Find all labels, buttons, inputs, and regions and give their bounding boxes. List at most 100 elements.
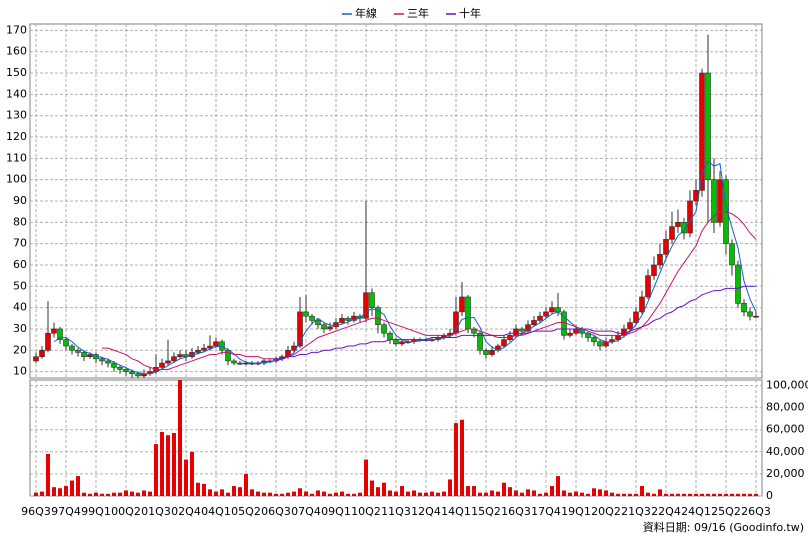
x-tick-label: 21Q3 xyxy=(621,505,651,518)
candle-body xyxy=(729,243,735,266)
x-tick-label: 25Q2 xyxy=(711,505,741,518)
x-tick-label: 24Q1 xyxy=(681,505,711,518)
candle-body xyxy=(123,369,129,372)
volume-bar xyxy=(424,492,428,496)
candle-body xyxy=(363,292,369,319)
volume-bar xyxy=(634,493,638,496)
candle-body xyxy=(225,349,231,362)
y-tick-label: 50 xyxy=(13,279,27,292)
candle-body xyxy=(177,354,183,357)
x-tick-label: 04Q1 xyxy=(201,505,231,518)
candle-body xyxy=(327,326,333,330)
volume-bar xyxy=(640,486,644,496)
volume-bar xyxy=(484,492,488,496)
candle-body xyxy=(33,356,39,362)
volume-bar xyxy=(136,492,140,496)
x-tick-label: 02Q4 xyxy=(171,505,201,518)
volume-bar xyxy=(190,451,194,496)
candle-body xyxy=(669,226,675,240)
x-tick-label: 99Q1 xyxy=(81,505,111,518)
volume-bar xyxy=(682,493,686,496)
candle-body xyxy=(87,354,93,357)
candle-body xyxy=(627,322,633,330)
volume-bar xyxy=(58,488,62,496)
volume-bar xyxy=(256,491,260,496)
y2-tick-label: 20,000 xyxy=(766,467,805,480)
volume-bar xyxy=(274,493,278,496)
volume-bar xyxy=(658,489,662,496)
candle-body xyxy=(549,307,555,313)
candle-body xyxy=(651,264,657,276)
volume-bar xyxy=(82,492,86,496)
candle-body xyxy=(747,311,753,317)
volume-bar xyxy=(646,492,650,496)
candle-body xyxy=(129,371,135,375)
candle-body xyxy=(567,332,573,336)
volume-bar xyxy=(460,419,464,496)
candle-body xyxy=(351,315,357,321)
y-tick-label: 130 xyxy=(6,109,27,122)
candle-body xyxy=(57,328,63,340)
x-tick-label: 16Q3 xyxy=(501,505,531,518)
candle-body xyxy=(39,349,45,357)
volume-bar xyxy=(406,491,410,496)
ma-line xyxy=(102,211,757,370)
volume-bar xyxy=(622,493,626,496)
volume-bar xyxy=(748,493,752,496)
volume-bar xyxy=(700,493,704,496)
y2-tick-label: 40,000 xyxy=(766,445,805,458)
candle-body xyxy=(597,341,603,347)
candle-body xyxy=(201,347,207,351)
candle-body xyxy=(645,275,651,298)
volume-bar xyxy=(574,491,578,496)
candle-body xyxy=(717,179,723,223)
volume-bar xyxy=(490,490,494,496)
volume-bar xyxy=(508,487,512,496)
volume-bar xyxy=(610,492,614,496)
volume-bar xyxy=(250,489,254,496)
volume-bar xyxy=(52,487,56,496)
candle-body xyxy=(339,317,345,323)
volume-bar xyxy=(352,493,356,496)
y-tick-label: 120 xyxy=(6,130,27,143)
y2-tick-label: 60,000 xyxy=(766,423,805,436)
x-tick-label: 26Q3 xyxy=(741,505,771,518)
candle-body xyxy=(711,179,717,223)
volume-bar xyxy=(532,490,536,496)
candle-body xyxy=(663,239,669,255)
y-tick-label: 20 xyxy=(13,343,27,356)
volume-bar xyxy=(556,476,560,496)
candle-body xyxy=(63,339,69,347)
volume-bar xyxy=(94,492,98,496)
volume-bar xyxy=(712,493,716,496)
candle-body xyxy=(633,311,639,323)
x-tick-label: 96Q3 xyxy=(21,505,51,518)
candle-body xyxy=(537,315,543,321)
volume-bar xyxy=(178,380,182,496)
candle-body xyxy=(105,360,111,364)
volume-bar xyxy=(166,435,170,496)
volume-bar xyxy=(148,491,152,496)
x-tick-label: 00Q2 xyxy=(111,505,141,518)
volume-bar xyxy=(754,493,758,496)
volume-bar xyxy=(502,482,506,496)
x-tick-label: 20Q2 xyxy=(591,505,621,518)
candle-body xyxy=(483,349,489,355)
candle-body xyxy=(531,320,537,325)
candle-body xyxy=(375,307,381,325)
candle-body xyxy=(315,320,321,325)
candle-body xyxy=(309,315,315,321)
y-tick-label: 70 xyxy=(13,237,27,250)
candle-body xyxy=(513,328,519,336)
volume-bar xyxy=(292,491,296,496)
volume-bar xyxy=(358,492,362,496)
volume-bar xyxy=(742,493,746,496)
volume-bar xyxy=(370,480,374,496)
volume-bar xyxy=(142,490,146,496)
candle-body xyxy=(207,345,213,349)
x-tick-label: 06Q3 xyxy=(261,505,291,518)
candle-body xyxy=(639,296,645,313)
volume-bar xyxy=(544,492,548,496)
candle-body xyxy=(345,317,351,321)
candle-body xyxy=(519,328,525,332)
